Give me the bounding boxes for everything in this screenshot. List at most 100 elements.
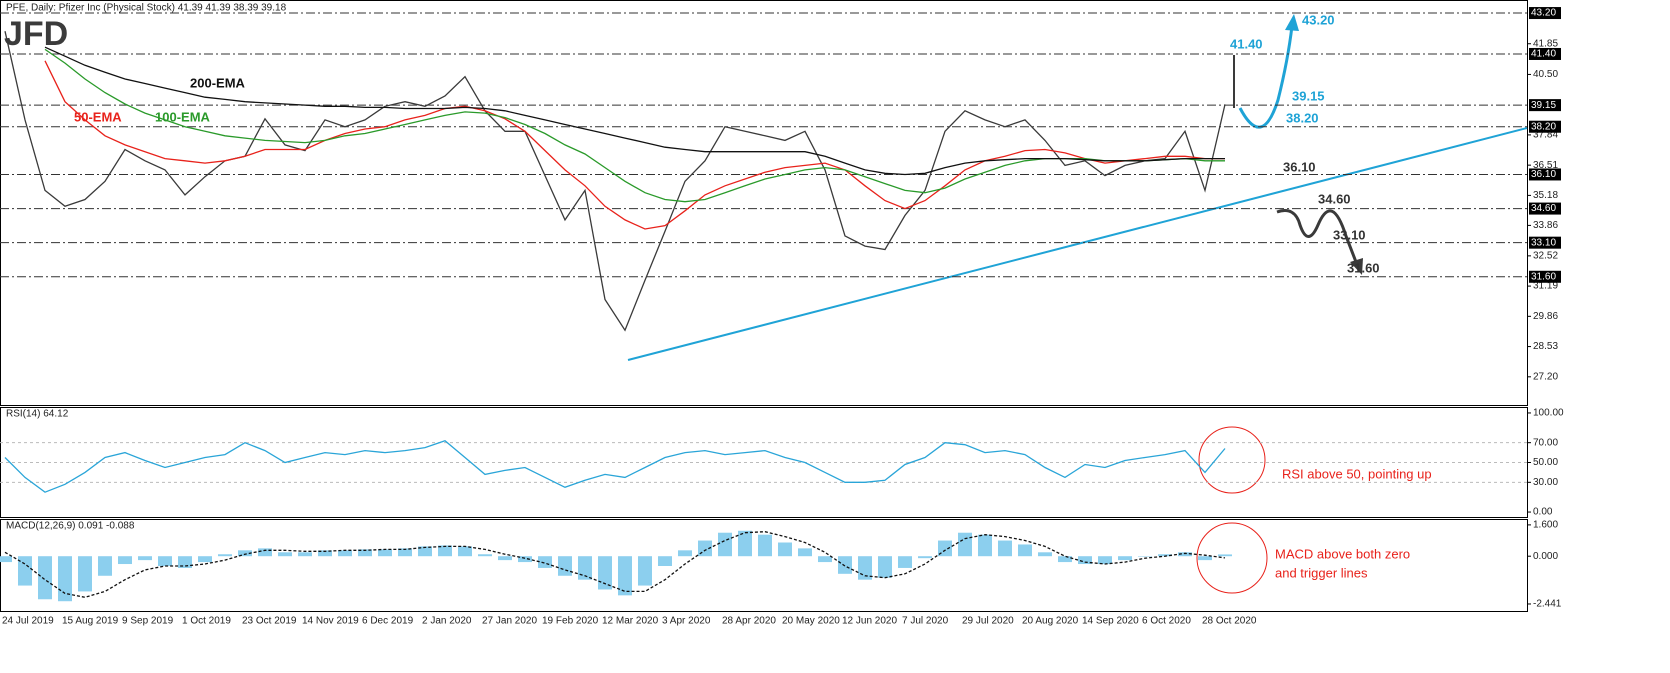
annotation: 38.20 [1286,110,1319,125]
histogram-bar [438,545,452,557]
x-tick-label: 29 Jul 2020 [962,616,1014,627]
y-tick-label: 33.86 [1533,220,1558,231]
histogram-bar [1018,544,1032,557]
y-tick-label: 31.19 [1533,281,1558,292]
histogram-bar [938,540,952,557]
x-tick-label: 20 May 2020 [782,616,840,627]
histogram-bar [878,556,892,578]
x-tick-label: 6 Oct 2020 [1142,616,1191,627]
histogram-bar [978,534,992,557]
histogram-bar [458,546,472,557]
y-tick-label: 0.00 [1533,507,1553,518]
level-box [1529,202,1561,215]
x-tick-label: 12 Jun 2020 [842,616,897,627]
level-label: 33.10 [1531,237,1556,248]
histogram-bar [358,549,372,557]
trend-line [627,127,1528,361]
histogram-bar [98,556,112,576]
histogram-bar [718,532,732,557]
histogram-bar [578,556,592,580]
y-tick-label: 29.86 [1533,311,1558,322]
level-label: 36.10 [1531,169,1556,180]
annotation: 39.15 [1292,88,1325,103]
level-label: 39.15 [1531,100,1556,111]
x-tick-label: 23 Oct 2019 [242,616,297,627]
histogram-bar [1098,556,1112,565]
macd-highlight [1196,522,1268,594]
level-box [1529,270,1561,283]
y-tick-label: 0.000 [1533,551,1558,562]
x-tick-label: 7 Jul 2020 [902,616,949,627]
histogram-bar [1038,552,1052,557]
histogram-bar [798,548,812,557]
histogram-bar [958,532,972,557]
histogram-bar [258,548,272,557]
legend-label: 50-EMA [74,109,122,124]
histogram-bar [318,550,332,557]
histogram-bar [278,552,292,557]
y-tick-label: 37.84 [1533,130,1558,141]
histogram-bar [598,556,612,590]
rsi-title: RSI(14) 64.12 [6,409,69,420]
annotation: RSI above 50, pointing up [1282,466,1432,481]
histogram-bar [558,556,572,576]
y-tick-label: 70.00 [1533,437,1558,448]
histogram-bar [678,550,692,557]
y-tick-label: 1.600 [1533,520,1558,531]
y-tick-label: 35.18 [1533,190,1558,201]
y-tick-label: 28.53 [1533,341,1558,352]
histogram-bar [1178,552,1192,557]
up-arrow [1238,25,1294,129]
annotation: 31.60 [1347,260,1380,275]
series-line [4,531,1226,598]
level-box [1529,7,1561,20]
series-line [44,46,1225,176]
x-tick-label: 9 Sep 2019 [122,616,174,627]
legend-label: 100-EMA [155,109,211,124]
histogram-bar [118,556,132,565]
y-tick-label: -2.441 [1533,599,1562,610]
x-tick-label: 12 Mar 2020 [602,616,659,627]
histogram-bar [18,556,32,586]
x-tick-label: 20 Aug 2020 [1022,616,1079,627]
histogram-bar [778,542,792,557]
histogram-bar [738,530,752,557]
histogram-bar [838,556,852,574]
level-box [1529,120,1561,133]
y-tick-label: 41.85 [1533,38,1558,49]
level-label: 41.40 [1531,49,1556,60]
histogram-bar [178,556,192,568]
level-box [1529,168,1561,181]
histogram-bar [198,556,212,563]
series-line [4,439,1226,493]
histogram-bar [158,556,172,566]
histogram-bar [218,554,232,557]
histogram-bar [1138,556,1152,557]
x-tick-label: 6 Dec 2019 [362,616,414,627]
histogram-bar [1198,556,1212,561]
x-tick-label: 15 Aug 2019 [62,616,119,627]
macd-title: MACD(12,26,9) 0.091 -0.088 [6,521,135,532]
histogram-bar [78,556,92,592]
x-tick-label: 3 Apr 2020 [662,616,711,627]
histogram-bar [998,540,1012,557]
histogram-bar [398,548,412,557]
price-panel [0,0,1528,406]
histogram-bar [58,556,72,602]
y-tick-label: 40.50 [1533,69,1558,80]
histogram-bar [298,552,312,557]
histogram-bar [238,550,252,557]
annotation: 43.20 [1302,12,1335,27]
series-line [44,48,1225,203]
histogram-bar [498,556,512,561]
histogram-bar [758,534,772,557]
x-tick-label: 28 Apr 2020 [722,616,776,627]
annotation: 33.10 [1333,227,1366,242]
histogram-bar [658,556,672,566]
histogram-bar [1078,556,1092,565]
x-tick-label: 19 Feb 2020 [542,616,599,627]
histogram-bar [0,556,12,563]
x-tick-label: 2 Jan 2020 [422,616,472,627]
legend-label: 200-EMA [190,75,246,90]
annotation: 34.60 [1318,191,1351,206]
